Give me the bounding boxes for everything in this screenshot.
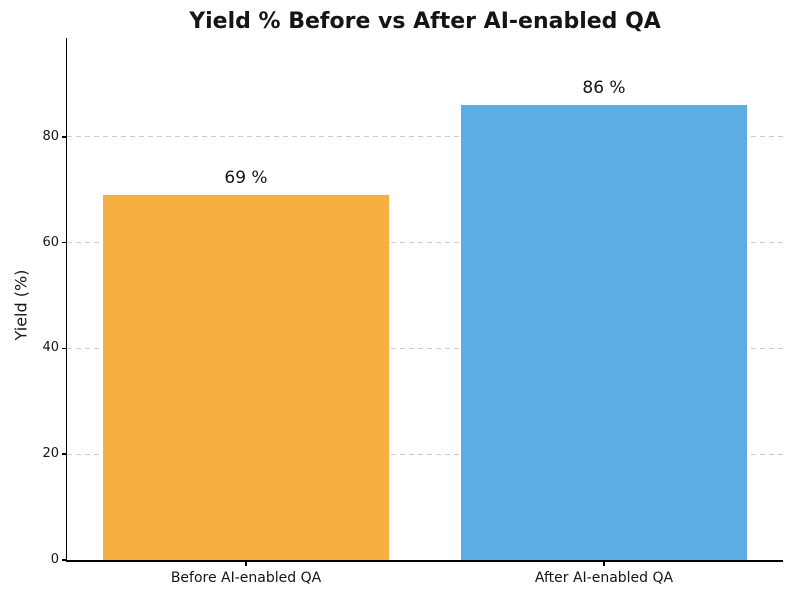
y-tick-label-20: 20 [42,446,59,462]
y-tick-label-0: 0 [50,552,59,567]
y-axis-label: Yield (%) [11,269,31,341]
bar-value-label: 69 % [224,167,268,188]
y-tick-mark-0 [61,559,66,561]
y-tick-mark-80 [61,136,66,138]
y-tick-mark-40 [61,347,66,350]
y-axis-spine [65,38,67,562]
x-axis-spine [65,560,783,562]
bar-after [460,105,748,560]
bar-value-label: 86 % [582,77,626,98]
y-tick-label-60: 60 [42,234,59,250]
bar-before [102,195,390,560]
x-tick-label: After AI-enabled QA [534,570,674,586]
y-tick-label-40: 40 [42,340,59,356]
x-tick-label: Before AI-enabled QA [170,570,322,586]
y-tick-label-80: 80 [42,128,59,144]
x-tick-mark [603,561,605,566]
gridline-y80 [67,136,783,138]
gridline-y40 [67,347,783,349]
y-tick-mark-60 [61,241,66,244]
plot-area: 0 20 40 60 80 69 % Before AI-enabled QA 86 % Aft… [42,38,783,586]
gridline-y60 [67,242,783,244]
y-tick-mark-20 [61,453,66,455]
chart-title: Yield % Before vs After AI-enabled QA [189,9,661,34]
x-tick-mark [245,561,247,566]
gridline-y20 [67,453,783,455]
